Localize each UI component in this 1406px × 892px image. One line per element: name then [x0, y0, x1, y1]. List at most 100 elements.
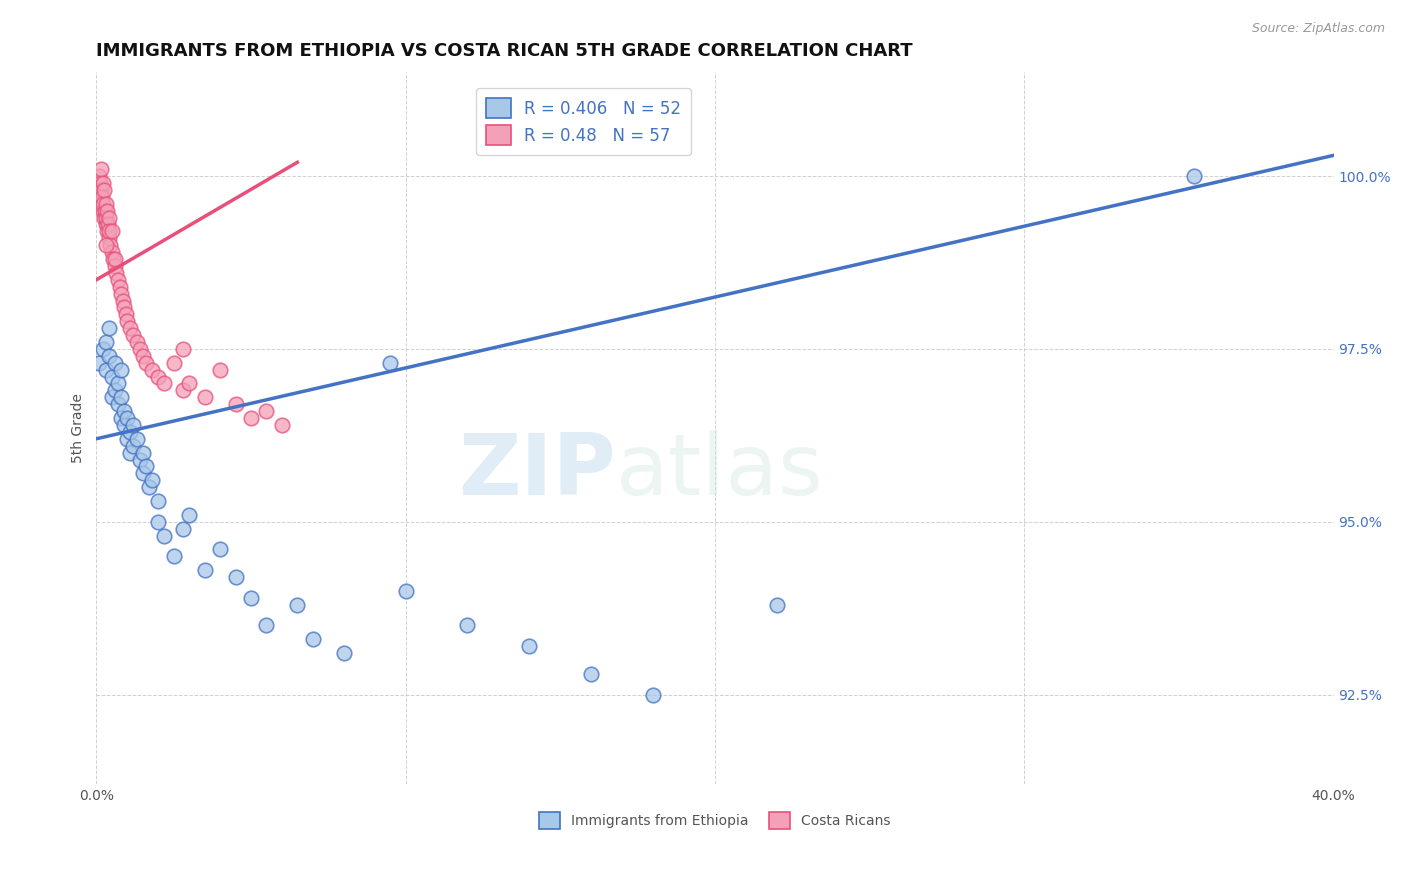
- Point: [125, 334, 148, 349]
- Point: [97, 218, 120, 232]
- Point: [179, 508, 201, 522]
- Point: [103, 252, 125, 266]
- Point: [110, 362, 132, 376]
- Point: [172, 522, 194, 536]
- Point: [132, 467, 155, 481]
- Point: [112, 404, 135, 418]
- Point: [89, 169, 111, 183]
- Point: [138, 480, 160, 494]
- Point: [104, 356, 127, 370]
- Point: [128, 452, 150, 467]
- Point: [91, 176, 114, 190]
- Point: [517, 639, 540, 653]
- Point: [87, 183, 110, 197]
- Point: [96, 224, 118, 238]
- Point: [94, 362, 117, 376]
- Point: [148, 515, 170, 529]
- Point: [97, 231, 120, 245]
- Point: [96, 203, 118, 218]
- Point: [117, 432, 139, 446]
- Text: Source: ZipAtlas.com: Source: ZipAtlas.com: [1251, 22, 1385, 36]
- Point: [256, 618, 278, 632]
- Point: [91, 203, 114, 218]
- Point: [91, 342, 114, 356]
- Point: [172, 342, 194, 356]
- Point: [93, 183, 115, 197]
- Point: [93, 211, 115, 225]
- Point: [101, 224, 124, 238]
- Point: [132, 445, 155, 459]
- Point: [104, 252, 127, 266]
- Point: [256, 404, 278, 418]
- Point: [240, 411, 263, 425]
- Point: [120, 321, 142, 335]
- Point: [225, 397, 247, 411]
- Point: [114, 307, 136, 321]
- Point: [107, 273, 129, 287]
- Point: [112, 417, 135, 432]
- Point: [94, 196, 117, 211]
- Point: [98, 238, 121, 252]
- Point: [194, 563, 217, 577]
- Point: [96, 211, 118, 225]
- Point: [125, 432, 148, 446]
- Point: [107, 397, 129, 411]
- Point: [104, 259, 127, 273]
- Point: [141, 362, 163, 376]
- Point: [89, 176, 111, 190]
- Point: [135, 356, 157, 370]
- Point: [271, 417, 294, 432]
- Point: [209, 362, 232, 376]
- Point: [110, 390, 132, 404]
- Point: [90, 190, 112, 204]
- Point: [122, 328, 145, 343]
- Point: [94, 218, 117, 232]
- Point: [120, 445, 142, 459]
- Point: [117, 411, 139, 425]
- Point: [395, 583, 418, 598]
- Point: [209, 542, 232, 557]
- Point: [163, 356, 186, 370]
- Point: [110, 286, 132, 301]
- Point: [120, 425, 142, 439]
- Point: [90, 162, 112, 177]
- Point: [240, 591, 263, 605]
- Point: [141, 473, 163, 487]
- Point: [302, 632, 325, 647]
- Point: [89, 196, 111, 211]
- Legend: Immigrants from Ethiopia, Costa Ricans: Immigrants from Ethiopia, Costa Ricans: [533, 806, 897, 834]
- Point: [1182, 169, 1205, 183]
- Text: IMMIGRANTS FROM ETHIOPIA VS COSTA RICAN 5TH GRADE CORRELATION CHART: IMMIGRANTS FROM ETHIOPIA VS COSTA RICAN …: [97, 42, 912, 60]
- Point: [94, 238, 117, 252]
- Point: [765, 598, 787, 612]
- Point: [107, 376, 129, 391]
- Text: ZIP: ZIP: [458, 430, 616, 513]
- Point: [87, 190, 110, 204]
- Point: [97, 211, 120, 225]
- Text: atlas: atlas: [616, 430, 824, 513]
- Point: [128, 342, 150, 356]
- Point: [111, 293, 134, 308]
- Point: [97, 321, 120, 335]
- Point: [179, 376, 201, 391]
- Point: [89, 356, 111, 370]
- Point: [457, 618, 479, 632]
- Y-axis label: 5th Grade: 5th Grade: [72, 393, 86, 463]
- Point: [108, 279, 131, 293]
- Point: [101, 390, 124, 404]
- Point: [90, 183, 112, 197]
- Point: [333, 646, 356, 660]
- Point: [148, 494, 170, 508]
- Point: [579, 666, 602, 681]
- Point: [172, 384, 194, 398]
- Point: [101, 369, 124, 384]
- Point: [225, 570, 247, 584]
- Point: [641, 688, 664, 702]
- Point: [153, 528, 176, 542]
- Point: [97, 349, 120, 363]
- Point: [110, 411, 132, 425]
- Point: [112, 301, 135, 315]
- Point: [122, 439, 145, 453]
- Point: [287, 598, 309, 612]
- Point: [163, 549, 186, 564]
